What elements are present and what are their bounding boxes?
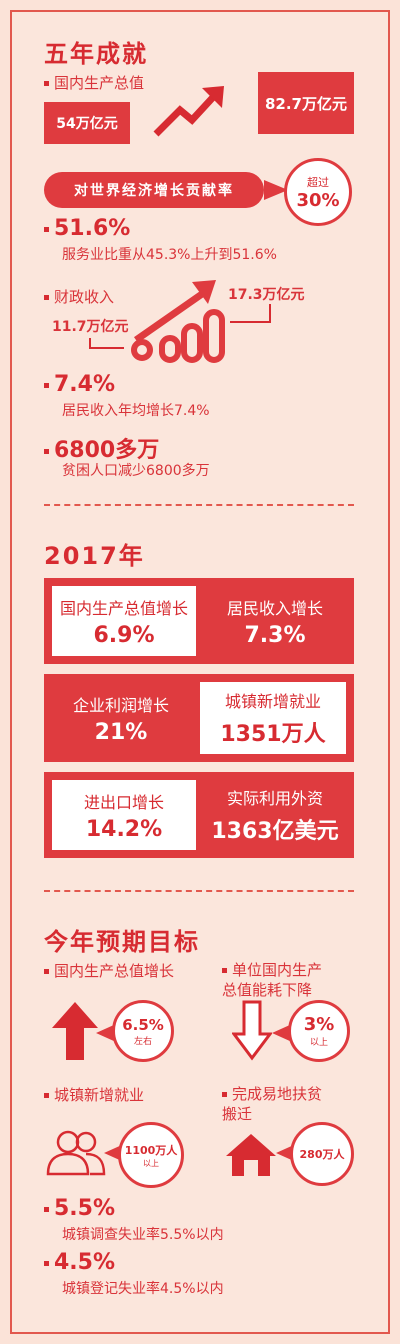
arrow-down-icon [232,1000,272,1061]
income-value: 7.4% [44,372,115,397]
target-energy-label: 单位国内生产 总值能耗下降 [222,961,323,999]
section-title-targets: 今年预期目标 [44,928,200,956]
stat-value: 1363亿美元 [211,819,339,844]
growth-arrow-icon [89,280,271,363]
stat-foreign-investment: 实际利用外资 1363亿美元 [200,780,350,850]
unemployment-survey-value: 5.5% [44,1196,115,1221]
section-title-2017: 2017年 [44,542,145,570]
target-energy-value: 3% [303,1014,335,1035]
target-jobs-label: 城镇新增就业 [44,1084,144,1105]
stat-title: 企业利润增长 [72,695,169,715]
target-gdp-label: 国内生产总值增长 [44,960,174,981]
arrow-up-icon [52,1002,98,1060]
house-icon [226,1134,276,1176]
stats-row-1: 国内生产总值增长 6.9% 居民收入增长 7.3% [44,578,354,664]
target-jobs-value: 1100万人 [124,1143,178,1157]
stat-title: 国内生产总值增长 [59,598,188,618]
target-energy-circle: 3% 以上 [288,1000,350,1062]
service-text: 服务业比重从45.3%上升到51.6% [62,247,277,263]
infographic-frame [10,10,390,1334]
stat-value: 1351万人 [220,722,326,747]
stat-trade-growth: 进出口增长 14.2% [52,780,196,850]
target-energy-sub: 以上 [309,1038,328,1048]
fiscal-to: 17.3万亿元 [228,287,305,303]
target-relocation-circle: 280万人 [290,1122,354,1186]
poverty-value: 6800多万 [44,432,159,464]
divider-2 [44,890,354,892]
target-gdp-sub: 左右 [133,1036,152,1047]
gdp-to-box: 82.7万亿元 [258,72,354,134]
arrow-up-right-icon [153,86,224,137]
pointer-icon [272,1024,292,1042]
contribution-circle-top: 超过 [307,175,329,189]
stat-title: 实际利用外资 [226,789,323,808]
fiscal-from: 11.7万亿元 [52,319,129,335]
stat-income-growth: 居民收入增长 7.3% [200,586,350,656]
gdp-label: 国内生产总值 [44,72,144,93]
stat-value: 7.3% [244,622,306,648]
stat-title: 城镇新增就业 [224,692,321,711]
unemployment-survey-text: 城镇调查失业率5.5%以内 [62,1227,224,1243]
fiscal-label: 财政收入 [44,286,114,307]
target-jobs-sub: 以上 [143,1158,159,1168]
target-relocation-value: 280万人 [299,1148,345,1161]
stats-row-3: 进出口增长 14.2% 实际利用外资 1363亿美元 [44,772,354,858]
contribution-pill: 对世界经济增长贡献率 [44,172,264,208]
contribution-circle-value: 30% [296,189,340,211]
poverty-text: 贫困人口减少6800多万 [62,463,210,479]
contribution-circle: 超过 30% [284,158,352,226]
people-icon [46,1130,106,1176]
stat-value: 14.2% [85,816,163,842]
target-gdp-circle: 6.5% 左右 [112,1000,174,1062]
section-title-five-years: 五年成就 [44,40,148,68]
stat-title: 居民收入增长 [226,598,323,618]
income-text: 居民收入年均增长7.4% [62,403,210,419]
pointer-icon [264,180,288,200]
gdp-from-box: 54万亿元 [44,102,130,144]
target-relocation-label: 完成易地扶贫 搬迁 [222,1085,323,1123]
service-value: 51.6% [44,216,130,241]
stat-profit-growth: 企业利润增长 21% [48,682,194,754]
stat-gdp-growth: 国内生产总值增长 6.9% [52,586,196,656]
divider-1 [44,504,354,506]
stats-row-2: 企业利润增长 21% 城镇新增就业 1351万人 [44,674,354,762]
unemployment-registered-value: 4.5% [44,1250,115,1275]
target-jobs-circle: 1100万人 以上 [118,1122,184,1188]
unemployment-registered-text: 城镇登记失业率4.5%以内 [62,1281,224,1297]
stat-title: 进出口增长 [83,792,164,812]
stat-new-jobs: 城镇新增就业 1351万人 [200,682,346,754]
target-gdp-value: 6.5% [122,1015,164,1034]
stat-value: 6.9% [93,622,155,648]
stat-value: 21% [94,719,148,745]
pointer-icon [96,1024,116,1042]
